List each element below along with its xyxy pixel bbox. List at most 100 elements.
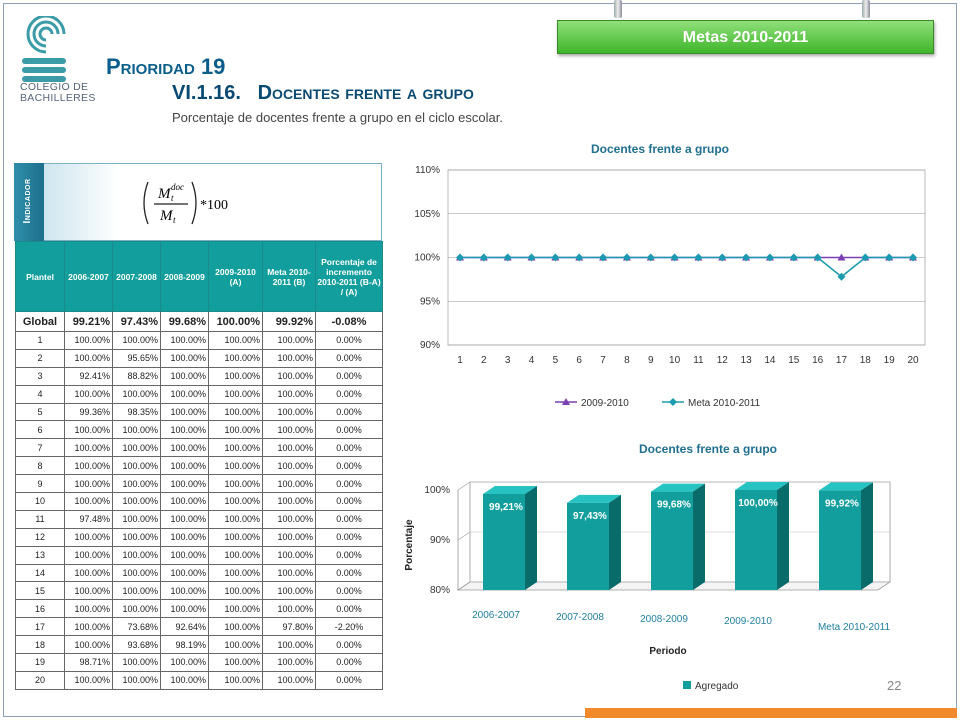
y-tick-label: 110% [415, 165, 440, 176]
point-marker [718, 253, 727, 262]
table-cell: 100.00% [208, 653, 263, 672]
table-cell: 0.00% [315, 581, 383, 601]
table-cell: 0.00% [315, 653, 383, 672]
table-cell: 17 [15, 617, 65, 637]
point-marker [837, 253, 846, 261]
bar-top [483, 485, 537, 494]
table-cell: 100.00% [64, 545, 113, 565]
table-cell: 10 [15, 492, 65, 511]
table-cell: 100.00% [208, 474, 263, 494]
table-cell: 100.00% [64, 581, 113, 601]
table-cell: 0.00% [315, 670, 383, 690]
table-cell: 100.00% [112, 384, 161, 404]
table-cell: 100.00% [208, 527, 263, 547]
table-cell: 100.00% [208, 456, 263, 476]
table-cell: 0.00% [315, 599, 383, 619]
y-tick-label: 90% [430, 535, 450, 546]
table-cell: 100.00% [160, 331, 209, 350]
table-cell: 100.00% [160, 420, 209, 440]
x-tick-label: 9 [648, 355, 654, 366]
table-cell: 100.00% [160, 456, 209, 476]
table-cell: -0.08% [315, 311, 383, 332]
section-title: VI.1.16. Docentes frente a grupo [172, 82, 474, 104]
table-cell: 100.00% [64, 331, 113, 350]
table-row: 12 100.00% 100.00% 100.00% 100.00% 100.00% 0.0… [15, 527, 383, 547]
gridline [457, 481, 471, 491]
formula-multiplier: *100 [200, 198, 228, 213]
table-cell: 0.00% [315, 456, 383, 476]
table-cell: 100.00% [112, 492, 161, 511]
table-cell: 100.00% [160, 438, 209, 458]
header-incremento: Porcentaje de incremento 2010-2011 (B-A)… [315, 241, 383, 312]
x-tick-label: Meta 2010-2011 [818, 622, 891, 633]
table-cell: 100.00% [160, 527, 209, 547]
table-cell: 11 [15, 509, 65, 529]
table-row: 20 100.00% 100.00% 100.00% 100.00% 100.00% 0.0… [15, 670, 383, 690]
table-cell: 100.00% [112, 527, 161, 547]
data-table: Plantel 2006-2007 2007-2008 2008-2009 20… [15, 241, 383, 690]
y-axis-title: Porcentaje [404, 519, 415, 571]
x-tick-label: 5 [553, 355, 559, 366]
page-number: 22 [887, 678, 902, 693]
table-cell: 0.00% [315, 366, 383, 386]
logo-line1: COLEGIO DE [20, 81, 89, 93]
table-cell: 100.00% [160, 474, 209, 494]
table-cell: 19 [15, 653, 65, 672]
x-tick-label: 20 [907, 355, 919, 366]
table-cell: 3 [15, 366, 65, 386]
table-cell: 100.00% [262, 599, 316, 619]
table-cell: 100.00% [262, 670, 316, 690]
table-row: 16 100.00% 100.00% 100.00% 100.00% 100.00% 0.0… [15, 599, 383, 619]
table-cell: 0.00% [315, 384, 383, 404]
table-cell: 100.00% [262, 474, 316, 494]
table-cell: 100.00% [64, 599, 113, 619]
bar-top [735, 482, 789, 490]
point-marker [861, 253, 870, 262]
x-tick-label: 4 [529, 355, 535, 366]
formula-numerator-sub: t [171, 193, 174, 203]
table-cell: 100.00% [208, 348, 263, 368]
table-cell: 100.00% [208, 545, 263, 565]
bar-side [693, 483, 705, 590]
table-cell: 14 [15, 563, 65, 583]
y-tick-label: 80% [430, 585, 450, 596]
indicador-tab [14, 163, 44, 241]
table-cell: 0.00% [315, 402, 383, 422]
x-tick-label: 12 [717, 355, 729, 366]
point-marker [456, 253, 464, 262]
table-cell: 100.00% [64, 635, 113, 655]
table-row: 1 100.00% 100.00% 100.00% 100.00% 100.00% 0.00… [15, 331, 383, 350]
table-cell: 4 [15, 384, 65, 404]
point-marker [765, 253, 774, 262]
table-cell: 95.65% [112, 348, 161, 368]
point-marker [742, 253, 751, 262]
point-marker [789, 253, 798, 262]
header-2009: 2009-2010 (A) [208, 241, 263, 312]
table-cell: 100.00% [112, 545, 161, 565]
table-cell: 100.00% [64, 670, 113, 690]
table-row: 8 100.00% 100.00% 100.00% 100.00% 100.00% 0.00… [15, 456, 383, 476]
table-cell: 100.00% [208, 635, 263, 655]
point-marker [622, 253, 631, 262]
table-cell: 97.80% [262, 617, 316, 637]
table-cell: 100.00% [208, 581, 263, 601]
legend-label: 2009-2010 [581, 398, 629, 409]
table-cell: 100.00% [262, 420, 316, 440]
table-cell: 100.00% [262, 563, 316, 583]
table-cell: 100.00% [112, 670, 161, 690]
table-cell: 100.00% [208, 563, 263, 583]
legend-swatch [683, 681, 691, 689]
table-row: 7 100.00% 100.00% 100.00% 100.00% 100.00% 0.00… [15, 438, 383, 458]
table-cell: 5 [15, 402, 65, 422]
table-cell: 73.68% [112, 617, 161, 637]
table-cell: 100.00% [262, 635, 316, 655]
indicador-label: Indicador [22, 178, 33, 224]
table-row-global: Global 99.21% 97.43% 99.68% 100.00% 99.9… [15, 311, 383, 332]
point-marker [479, 253, 488, 262]
table-cell: 99.21% [64, 311, 113, 332]
bar [819, 490, 861, 590]
table-cell: 0.00% [315, 492, 383, 511]
table-cell: 100.00% [64, 474, 113, 494]
table-cell: 98.71% [64, 653, 113, 672]
table-cell: 92.41% [64, 366, 113, 386]
